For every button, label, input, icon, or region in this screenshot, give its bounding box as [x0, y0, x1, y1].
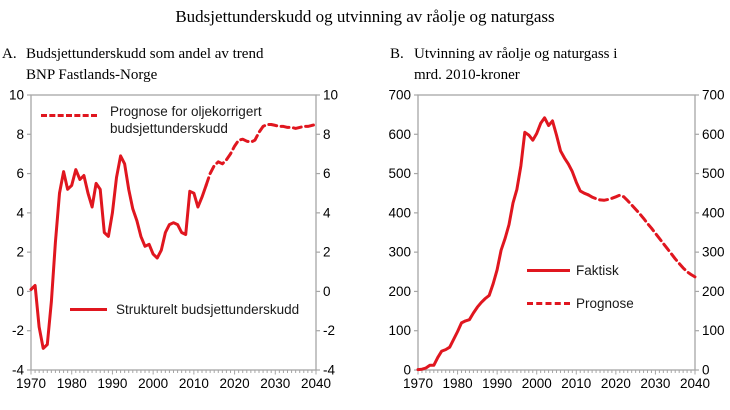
panel-b-title: B. Utvinning av råolje og naturgass i mr… [390, 44, 720, 85]
prognose-oljekorrigert-budsjettunderskudd-line [204, 123, 318, 187]
y-tick-label: 200 [702, 284, 725, 299]
y-tick-label: 500 [702, 166, 725, 181]
y-tick-label: 0 [323, 284, 331, 299]
panel-a-title: A. Budsjettunderskudd som andel av trend… [2, 44, 332, 85]
x-tick-label: 2020 [220, 376, 250, 391]
y-tick-label: -4 [323, 363, 335, 378]
y-tick-label: -2 [12, 323, 24, 338]
legend-label: Faktisk [576, 263, 619, 278]
y-tick-label: 500 [388, 166, 411, 181]
y-tick-label: 10 [323, 88, 338, 103]
x-tick-label: 2010 [179, 376, 209, 391]
y-tick-label: 0 [702, 363, 710, 378]
x-tick-label: 2030 [640, 376, 670, 391]
solid-line-sample [70, 308, 107, 311]
y-tick-label: 0 [16, 284, 24, 299]
legend-panel-b-actual: Faktisk [527, 262, 619, 279]
panel-a-title-text: Budsjettunderskudd som andel av trend BN… [26, 46, 264, 83]
prognose-utvinning-line [586, 193, 697, 279]
figure-title: Budsjettunderskudd og utvinning av råolj… [175, 7, 555, 26]
x-tick-label: 1980 [57, 376, 87, 391]
dashed-line-sample [41, 114, 97, 117]
faktisk-utvinning-line [416, 116, 590, 372]
y-tick-label: 6 [16, 166, 24, 181]
y-tick-label: -2 [323, 323, 335, 338]
x-tick-label: 2020 [601, 376, 631, 391]
y-tick-label: 600 [388, 127, 411, 142]
y-tick-label: 8 [16, 127, 24, 142]
legend-label: Prognose [576, 296, 634, 311]
y-tick-label: 600 [702, 127, 725, 142]
x-tick-label: 1970 [16, 376, 46, 391]
y-tick-label: 300 [388, 245, 411, 260]
legend-panel-a-structural: Strukturelt budsjettunderskudd [70, 301, 299, 318]
x-tick-label: 2000 [522, 376, 552, 391]
legend-panel-b-forecast: Prognose [527, 295, 634, 312]
y-tick-label: 10 [9, 88, 24, 103]
y-tick-label: 6 [323, 166, 331, 181]
x-tick-label: 1990 [97, 376, 127, 391]
y-tick-label: 700 [388, 88, 411, 103]
y-tick-label: 100 [702, 323, 725, 338]
panel-a-letter: A. [2, 46, 17, 62]
y-tick-label: 4 [16, 205, 24, 220]
x-tick-label: 2040 [680, 376, 710, 391]
x-tick-label: 2010 [561, 376, 591, 391]
x-tick-label: 1970 [403, 376, 433, 391]
dashed-line-sample [527, 302, 570, 305]
y-tick-label: 200 [388, 284, 411, 299]
x-tick-label: 2000 [138, 376, 168, 391]
x-tick-label: 1980 [443, 376, 473, 391]
y-tick-label: 100 [388, 323, 411, 338]
y-tick-label: 400 [388, 205, 411, 220]
legend-label: Strukturelt budsjettunderskudd [116, 302, 300, 317]
y-tick-label: 2 [323, 245, 331, 260]
y-tick-label: 700 [702, 88, 725, 103]
x-tick-label: 2030 [260, 376, 290, 391]
y-tick-label: -4 [12, 363, 24, 378]
legend-panel-a-forecast: Prognose for oljekorrigert budsjettunder… [41, 103, 292, 137]
y-tick-label: 8 [323, 127, 331, 142]
y-tick-label: 0 [403, 363, 411, 378]
y-tick-label: 4 [323, 205, 331, 220]
solid-line-sample [527, 269, 570, 272]
x-tick-label: 2040 [301, 376, 331, 391]
legend-label: Prognose for oljekorrigert budsjettunder… [110, 104, 262, 136]
strukturelt-budsjettunderskudd-line [29, 154, 208, 350]
y-tick-label: 400 [702, 205, 725, 220]
y-tick-label: 300 [702, 245, 725, 260]
y-tick-label: 2 [16, 245, 24, 260]
x-tick-label: 1990 [482, 376, 512, 391]
panel-b-letter: B. [390, 46, 404, 62]
panel-b-title-text: Utvinning av råolje og naturgass i mrd. … [414, 46, 618, 83]
